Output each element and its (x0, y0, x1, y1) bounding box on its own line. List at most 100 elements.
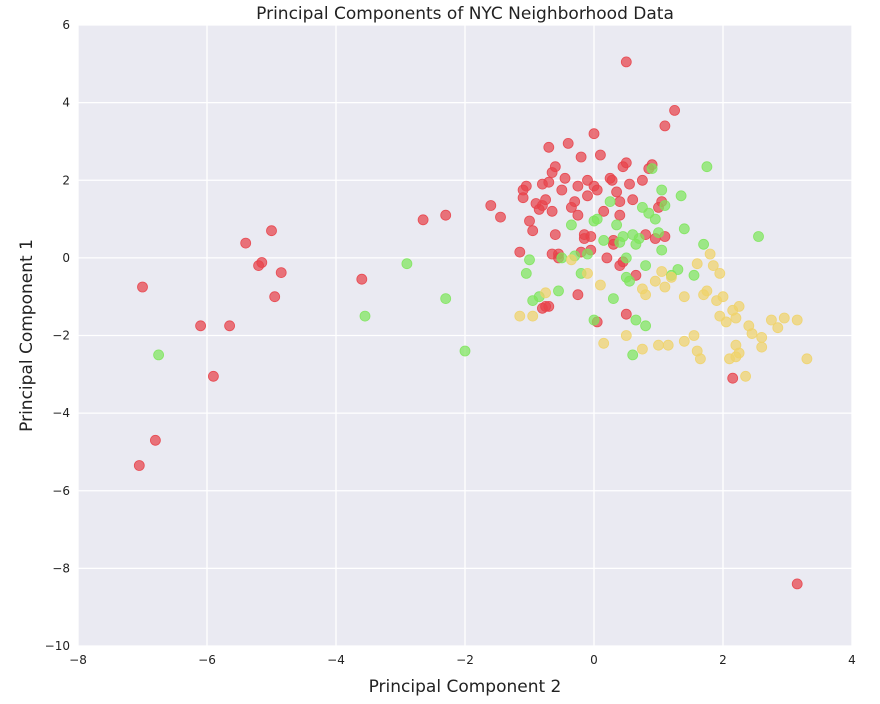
data-point (585, 231, 597, 242)
data-point (730, 312, 742, 324)
data-point (595, 149, 606, 161)
data-point (598, 234, 610, 246)
data-point (746, 328, 758, 340)
data-point (537, 302, 548, 314)
data-point (569, 196, 581, 208)
data-point (417, 214, 429, 226)
data-point (627, 349, 639, 361)
data-point (224, 320, 236, 332)
data-point (440, 293, 452, 305)
y-tick-label: 4 (62, 96, 70, 110)
data-point (572, 209, 584, 221)
data-point (601, 252, 613, 264)
x-axis-ticks: −8 −6 −4 −2 0 2 4 (69, 653, 856, 667)
data-point (627, 194, 639, 206)
y-tick-label: −10 (45, 639, 70, 653)
data-point (688, 269, 700, 281)
data-point (733, 300, 745, 312)
data-point (598, 337, 610, 349)
data-point (707, 260, 719, 272)
data-point (653, 227, 664, 239)
data-point (207, 370, 219, 382)
data-point (772, 322, 784, 334)
data-point (678, 223, 690, 235)
data-point (666, 271, 677, 283)
data-point (153, 349, 165, 361)
data-point (740, 370, 751, 382)
data-point (720, 316, 732, 328)
data-point (604, 196, 616, 208)
data-point (695, 353, 706, 365)
data-point (669, 105, 680, 116)
x-tick-label: 2 (719, 653, 727, 667)
data-point (495, 211, 506, 223)
data-point (520, 180, 532, 192)
data-point (514, 246, 526, 258)
data-point (675, 190, 687, 202)
data-point (556, 252, 568, 264)
data-point (543, 176, 555, 188)
data-point (459, 345, 471, 357)
data-point (572, 180, 584, 192)
y-tick-label: −8 (52, 561, 70, 575)
data-point (637, 174, 648, 186)
data-point (640, 289, 651, 301)
data-points (133, 56, 813, 590)
data-point (620, 252, 632, 264)
data-point (549, 229, 561, 241)
data-point (266, 225, 277, 237)
x-tick-label: 0 (590, 653, 598, 667)
data-point (566, 219, 577, 231)
data-point (701, 285, 713, 297)
data-point (662, 339, 674, 351)
data-point (359, 310, 371, 322)
data-point (614, 209, 626, 221)
y-tick-label: −2 (52, 329, 70, 343)
data-point (633, 233, 645, 244)
data-point (659, 120, 671, 132)
data-point (520, 267, 532, 279)
x-tick-label: −8 (69, 653, 87, 667)
data-point (698, 238, 709, 250)
data-point (637, 343, 648, 355)
x-tick-label: −4 (327, 653, 345, 667)
data-point (691, 258, 703, 270)
data-point (717, 291, 729, 303)
data-point (595, 279, 606, 291)
data-point (701, 161, 713, 173)
y-axis-ticks: 6 4 2 0 −2 −4 −6 −8 −10 (45, 18, 70, 653)
data-point (485, 200, 497, 211)
data-point (678, 291, 690, 303)
data-point (620, 56, 632, 68)
data-point (620, 330, 632, 341)
data-point (791, 314, 803, 326)
data-point (559, 172, 571, 184)
data-point (575, 151, 587, 163)
data-point (269, 291, 281, 303)
grid-lines (77, 24, 853, 647)
data-point (608, 293, 619, 305)
data-point (704, 248, 716, 260)
data-point (588, 314, 600, 326)
data-point (440, 209, 452, 221)
data-point (591, 213, 603, 225)
data-point (756, 331, 768, 343)
data-point (588, 128, 600, 140)
data-point (649, 275, 661, 287)
data-point (646, 163, 658, 175)
data-point (688, 330, 700, 341)
data-point (753, 231, 764, 242)
data-point (630, 314, 642, 326)
data-point (656, 266, 668, 277)
data-point (549, 161, 561, 173)
data-point (562, 137, 574, 149)
data-point (653, 339, 664, 351)
y-axis-label: Principal Component 1 (17, 239, 37, 432)
data-point (659, 200, 671, 211)
data-point (620, 157, 632, 169)
data-point (582, 267, 593, 279)
data-point (401, 258, 413, 270)
data-point (727, 372, 739, 384)
data-point (566, 254, 577, 266)
